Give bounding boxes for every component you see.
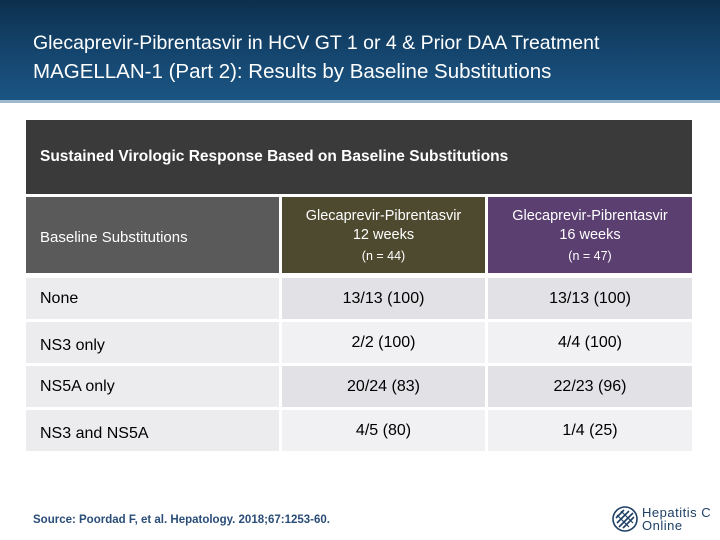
hepatitis-c-online-logo: Hepatitis C Online xyxy=(612,506,712,534)
row-label: NS5A only xyxy=(26,366,279,407)
row-value-12-weeks: 2/2 (100) xyxy=(282,322,485,363)
row-value-16-weeks: 22/23 (96) xyxy=(488,366,692,407)
table-row: NS3 and NS5A 4/5 (80) 1/4 (25) xyxy=(26,410,692,451)
header-16-weeks-n: (n = 47) xyxy=(568,249,612,263)
row-value-12-weeks: 20/24 (83) xyxy=(282,366,485,407)
row-value-16-weeks: 1/4 (25) xyxy=(488,410,692,451)
slide-title-line1: Glecaprevir-Pibrentasvir in HCV GT 1 or … xyxy=(33,32,600,54)
header-16-weeks-regimen: Glecaprevir-Pibrentasvir xyxy=(512,208,668,224)
row-value-16-weeks: 13/13 (100) xyxy=(488,278,692,319)
row-value-12-weeks: 4/5 (80) xyxy=(282,410,485,451)
header-16-weeks-duration: 16 weeks xyxy=(559,227,621,243)
table-row: NS3 only 2/2 (100) 4/4 (100) xyxy=(26,322,692,363)
row-value-16-weeks: 4/4 (100) xyxy=(488,322,692,363)
header-12-weeks-duration: 12 weeks xyxy=(352,227,415,243)
logo-wordmark: Hepatitis C Online xyxy=(642,506,711,532)
results-table: Sustained Virologic Response Based on Ba… xyxy=(26,120,692,453)
row-value-12-weeks: 13/13 (100) xyxy=(282,278,485,319)
slide-header: Glecaprevir-Pibrentasvir in HCV GT 1 or … xyxy=(0,0,720,100)
table-title: Sustained Virologic Response Based on Ba… xyxy=(26,120,692,194)
header-12-weeks: Glecaprevir-Pibrentasvir 12 weeks (n = 4… xyxy=(282,197,485,273)
hepatitis-c-online-logo-icon xyxy=(612,506,638,532)
row-label: NS3 and NS5A xyxy=(26,410,279,451)
logo-line2: Online xyxy=(642,518,683,533)
header-baseline-substitutions: Baseline Substitutions xyxy=(26,197,279,273)
source-citation: Source: Poordad F, et al. Hepatology. 20… xyxy=(33,514,330,526)
slide-title-line2: MAGELLAN-1 (Part 2): Results by Baseline… xyxy=(33,60,552,83)
table-row: NS5A only 20/24 (83) 22/23 (96) xyxy=(26,366,692,407)
header-12-weeks-regimen: Glecaprevir-Pibrentasvir xyxy=(305,208,462,224)
row-label: NS3 only xyxy=(26,322,279,363)
row-label: None xyxy=(26,278,279,319)
logo-line1: Hepatitis C xyxy=(642,505,712,520)
table-row: None 13/13 (100) 13/13 (100) xyxy=(26,278,692,319)
header-divider xyxy=(0,100,720,103)
header-12-weeks-n: (n = 44) xyxy=(361,249,406,263)
header-16-weeks: Glecaprevir-Pibrentasvir 16 weeks (n = 4… xyxy=(488,197,692,273)
